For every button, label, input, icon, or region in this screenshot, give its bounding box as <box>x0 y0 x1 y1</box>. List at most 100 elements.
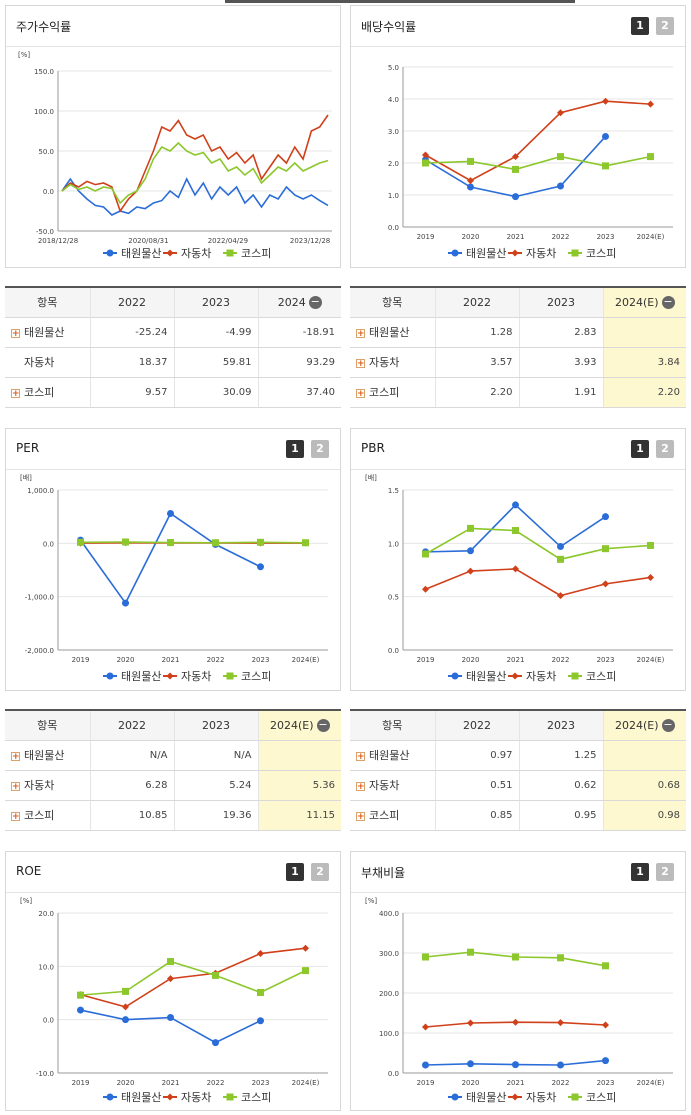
per-chart: 1,000.0 0.0 -1,000.0 -2,000.0 [배] 2019 2020 202… <box>20 473 328 683</box>
data-point <box>557 182 564 190</box>
legend-marker <box>106 249 114 257</box>
x-tick-label: 2021 <box>162 656 180 664</box>
dividend-chart: 5.0 4.0 3.0 2.0 1.0 0.0 2019 2020 2021 2022 2023 20… <box>388 64 673 260</box>
expand-icon[interactable]: + <box>356 781 365 792</box>
series-line <box>61 141 329 205</box>
y-tick-label: -2,000.0 <box>25 647 54 655</box>
data-point <box>557 543 564 551</box>
table-cell <box>603 317 686 348</box>
data-point <box>302 539 309 547</box>
table-cell: 93.29 <box>258 347 341 378</box>
legend-label: 태원물산 <box>466 1091 506 1104</box>
panel-header: 배당수익률 1 2 <box>351 6 685 47</box>
data-point <box>512 165 519 173</box>
x-tick-label: 2023 <box>252 656 270 664</box>
table-cell: -18.91 <box>258 317 341 348</box>
series-2 <box>77 958 309 999</box>
y-axis-unit: [%] <box>365 897 377 905</box>
x-tick-label: 2023 <box>252 1079 270 1087</box>
data-point <box>647 541 654 549</box>
legend-marker <box>106 672 114 680</box>
toggle-1-button[interactable]: 1 <box>286 863 304 881</box>
expand-icon[interactable]: + <box>356 751 365 762</box>
expand-icon[interactable]: + <box>356 811 365 822</box>
y-tick-label: -1,000.0 <box>25 594 54 602</box>
legend-label: 코스피 <box>241 1091 271 1104</box>
expand-icon[interactable]: + <box>11 781 20 792</box>
row-label[interactable]: + 태원물산 <box>350 740 436 771</box>
collapse-icon[interactable]: − <box>661 295 675 309</box>
x-tick-label: 2022 <box>207 656 225 664</box>
data-point <box>647 100 654 108</box>
data-point <box>422 159 429 167</box>
toggle-1-button[interactable]: 1 <box>631 440 649 458</box>
y-tick-label: 1.5 <box>388 487 399 495</box>
legend-item: 자동차 <box>163 1091 211 1104</box>
legend-label: 자동차 <box>181 247 211 260</box>
stock-return-chart: 150.0 100.0 50.0 0.0 -50.0 [%] 2018/12/28 2020/… <box>18 51 332 260</box>
row-label[interactable]: +자동차 <box>350 770 436 801</box>
data-point <box>647 573 654 581</box>
row-label[interactable]: + 태원물산 <box>350 317 436 348</box>
legend-item: 자동차 <box>508 1091 556 1104</box>
x-tick-label: 2024(E) <box>637 1079 665 1087</box>
table-row: + 태원물산 0.97 1.25 <box>350 740 686 771</box>
series-1 <box>422 565 654 600</box>
expand-icon[interactable]: + <box>11 359 20 368</box>
toggle-2-button[interactable]: 2 <box>656 440 674 458</box>
data-point <box>557 1061 564 1069</box>
expand-icon[interactable]: + <box>11 388 20 399</box>
collapse-icon[interactable]: − <box>316 718 330 732</box>
toggle-1-button[interactable]: 1 <box>286 440 304 458</box>
collapse-icon[interactable]: − <box>308 295 322 309</box>
row-label[interactable]: + 코스피 <box>350 377 436 408</box>
table-cell: 59.81 <box>174 347 259 378</box>
panel-title: ROE <box>16 864 42 878</box>
data-point <box>557 555 564 563</box>
stock-return-panel: 주가수익률 150.0 100.0 50.0 0.0 -50.0 [%] 2018/12/2… <box>5 5 341 268</box>
row-label[interactable]: +자동차 <box>350 347 436 378</box>
row-label[interactable]: + 태원물산 <box>5 740 91 771</box>
panel-header: PER 1 2 <box>6 429 340 470</box>
data-point <box>422 550 429 558</box>
data-point <box>602 545 609 553</box>
data-point <box>257 563 264 571</box>
data-point <box>557 592 564 600</box>
row-label[interactable]: + 코스피 <box>350 800 436 831</box>
toggle-2-button[interactable]: 2 <box>656 17 674 35</box>
y-tick-label: 0.0 <box>388 224 399 232</box>
legend-marker <box>451 672 459 680</box>
row-label[interactable]: +자동차 <box>5 770 91 801</box>
y-tick-label: 50.0 <box>38 148 54 156</box>
toggle-1-button[interactable]: 1 <box>631 863 649 881</box>
expand-icon[interactable]: + <box>356 388 365 399</box>
expand-icon[interactable]: + <box>11 751 20 762</box>
legend-label: 태원물산 <box>121 1091 161 1104</box>
series-line <box>80 541 306 544</box>
toggle-2-button[interactable]: 2 <box>311 440 329 458</box>
expand-icon[interactable]: + <box>11 328 20 339</box>
expand-icon[interactable]: + <box>356 328 365 339</box>
collapse-icon[interactable]: − <box>661 718 675 732</box>
table-cell: 0.95 <box>519 800 604 831</box>
legend-marker <box>451 249 459 257</box>
toggle-1-button[interactable]: 1 <box>631 17 649 35</box>
toggle-2-button[interactable]: 2 <box>311 863 329 881</box>
toggle-2-button[interactable]: 2 <box>656 863 674 881</box>
legend-marker <box>226 1093 234 1101</box>
row-label[interactable]: + 코스피 <box>5 800 91 831</box>
row-label[interactable]: + 태원물산 <box>5 317 91 348</box>
series-line <box>79 512 261 605</box>
panel-title: PER <box>16 441 40 455</box>
debt-ratio-chart: 400.0 300.0 200.0 100.0 0.0 [%] 2019 2020 2021 20… <box>365 897 673 1104</box>
table-cell: 5.24 <box>174 770 259 801</box>
x-tick-label: 2018/12/28 <box>38 237 78 245</box>
row-label[interactable]: + 코스피 <box>5 377 91 408</box>
panel-header: 부채비율 1 2 <box>351 852 685 893</box>
data-point <box>422 1061 429 1069</box>
x-tick-label: 2020/08/31 <box>128 237 168 245</box>
expand-icon[interactable]: + <box>11 811 20 822</box>
legend-label: 태원물산 <box>466 247 506 260</box>
row-label[interactable]: +자동차 <box>5 347 91 378</box>
expand-icon[interactable]: + <box>356 358 365 369</box>
